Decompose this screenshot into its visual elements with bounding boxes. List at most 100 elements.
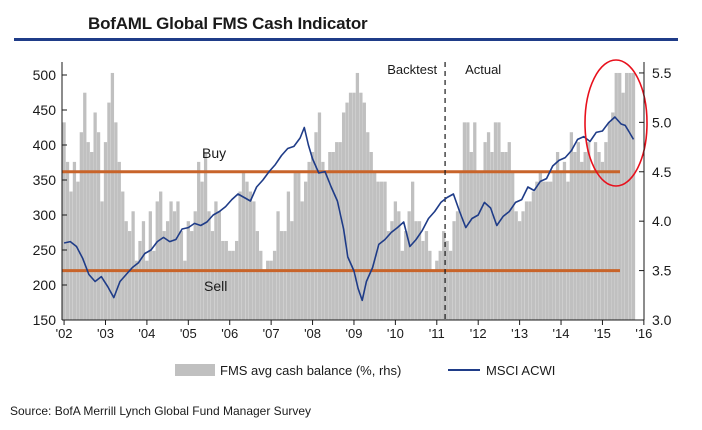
cash-bar [590,171,594,320]
x-tick-label: '05 [180,326,197,341]
cash-bar [345,102,349,321]
cash-bar [421,240,425,320]
cash-bar [110,72,115,320]
cash-bar [407,211,411,320]
cash-bar [259,250,263,320]
cash-bar [587,142,591,320]
cash-bar [283,231,287,320]
cash-bar [379,181,384,320]
cash-bar [328,152,332,320]
cash-bar [462,122,467,321]
cash-bar [538,171,542,320]
cash-bar [555,152,560,320]
cash-bar [228,250,232,320]
cash-bar [307,161,311,320]
cash-bar [535,181,539,320]
x-tick-label: '16 [635,326,652,341]
cash-bar [376,181,380,320]
title-underline [14,38,678,41]
cash-bar [314,132,318,320]
cash-bar [597,152,601,320]
cash-bar [600,161,605,320]
left-tick-label: 150 [33,312,57,328]
cash-bar [221,240,225,320]
cash-bar [338,142,342,320]
left-tick-label: 450 [33,102,57,118]
source-note: Source: BofA Merrill Lynch Global Fund M… [10,404,312,418]
cash-bar [386,231,391,320]
cash-bar [331,152,335,320]
cash-bar [514,211,518,320]
cash-bar [473,122,477,321]
cash-bar [435,260,439,320]
cash-bar [127,231,132,320]
cash-bar [86,142,90,320]
cash-bar [83,92,87,321]
cash-bar [362,102,366,321]
cash-bar [580,161,584,320]
cash-bar [203,152,208,320]
x-tick-label: '03 [97,326,114,341]
cash-bar [618,72,622,320]
cash-bar [321,161,325,320]
cash-bar [200,181,204,320]
cash-bar [490,152,494,320]
cash-bar [393,201,398,320]
cash-bar [549,181,553,320]
cash-bar [100,201,104,320]
left-tick-label: 400 [33,137,57,153]
cash-bar [252,201,256,320]
cash-bar [262,270,266,320]
cash-bar [238,191,242,320]
cash-bar [207,211,211,320]
cash-bar [628,72,632,320]
x-tick-label: '06 [221,326,238,341]
cash-bar [145,260,149,320]
cash-bar [545,181,549,320]
actual-label: Actual [465,62,501,77]
x-tick-label: '11 [429,326,445,341]
cash-bar [400,250,404,320]
cash-bar [172,211,177,320]
cash-bar [511,171,515,320]
cash-bar [483,142,487,320]
cash-bar [169,201,173,320]
cash-bar [224,240,228,320]
cash-bar [310,152,315,320]
highlight-circle [584,59,648,187]
cash-bar [266,260,270,320]
cash-bar [159,191,163,320]
cash-bar [559,171,563,320]
cash-bar [524,201,529,320]
x-tick-label: '13 [511,326,528,341]
right-tick-label: 4.0 [652,213,672,229]
cash-bar [455,211,460,320]
cash-bar [469,152,473,320]
cash-bar [531,191,536,320]
backtest-label: Backtest [387,62,437,77]
msci-acwi-line [63,116,635,302]
legend-swatch-cash [175,364,215,376]
cash-bar [611,112,615,321]
left-tick-label: 350 [33,172,57,188]
cash-bar [217,211,222,320]
cash-bar [214,201,218,320]
buy-label: Buy [202,145,226,161]
cash-bar [383,181,387,320]
x-tick-label: '12 [470,326,487,341]
cash-bar [507,142,511,320]
cash-bar [179,231,184,320]
cash-bar [134,260,139,320]
x-tick-label: '08 [304,326,321,341]
sell-label: Sell [204,278,227,294]
cash-bar [562,161,567,320]
cash-bar [576,142,580,320]
cash-bar [369,152,373,320]
right-tick-label: 5.5 [652,65,672,81]
cash-bar [72,161,77,320]
cash-bar [90,152,94,320]
cash-bar [96,132,101,320]
cash-bar [604,142,608,320]
cash-bar [352,92,356,321]
cash-bar [114,122,118,321]
